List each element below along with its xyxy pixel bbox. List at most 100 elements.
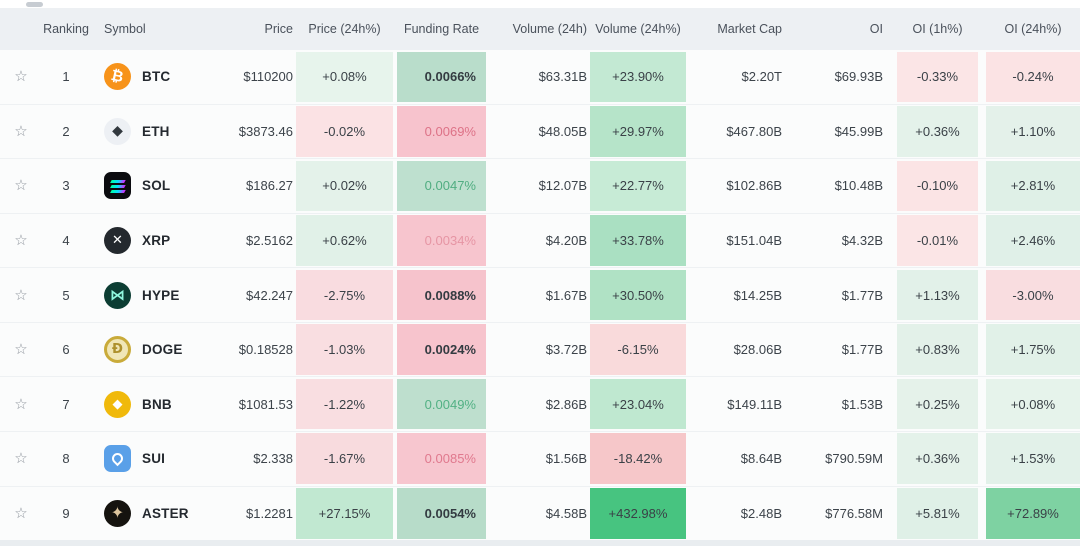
header-volume-24h-pct[interactable]: Volume (24h%) [595, 22, 681, 36]
table-row[interactable]: ☆ 2 ◆ ETH $3873.46 -0.02% 0.0069% $48.05… [0, 104, 1080, 160]
table-row[interactable]: ☆ 7 ◆ BNB $1081.53 -1.22% 0.0049% $2.86B… [0, 377, 1080, 432]
sol-icon [104, 172, 131, 200]
price-value: $0.18528 [238, 342, 293, 358]
market-cap-value: $28.06B [733, 342, 782, 358]
oi-1h-cell: -0.10% [897, 160, 978, 212]
sui-icon [104, 445, 131, 473]
oi-1h-cell: -0.01% [897, 215, 978, 266]
header-spacer [978, 8, 986, 50]
header-favorite [0, 8, 42, 50]
bottom-strip [0, 540, 1080, 546]
volume-24h-value: $1.56B [545, 451, 587, 467]
oi-value: $4.32B [841, 232, 883, 248]
oi-24h-cell: +1.10% [986, 106, 1080, 157]
price-value: $2.338 [253, 451, 293, 467]
table-row[interactable]: ☆ 8 SUI $2.338 -1.67% 0.0085% $1.56B -18… [0, 431, 1080, 487]
table-header: Ranking Symbol Price Price (24h%) Fundin… [0, 8, 1080, 50]
volume-24h-pct-cell: +33.78% [590, 215, 686, 266]
table-row[interactable]: ☆ 9 ✦ ASTER $1.2281 +27.15% 0.0054% $4.5… [0, 486, 1080, 541]
rank-value: 5 [62, 287, 70, 303]
volume-24h-pct-cell: +30.50% [590, 269, 686, 321]
favorite-star-icon[interactable]: ☆ [14, 394, 28, 413]
header-funding-rate[interactable]: Funding Rate [403, 22, 480, 36]
symbol-label: BNB [142, 396, 172, 412]
oi-value: $1.77B [841, 342, 883, 358]
oi-1h-cell: +1.13% [897, 269, 978, 321]
favorite-star-icon[interactable]: ☆ [14, 67, 28, 86]
eth-icon: ◆ [104, 117, 131, 145]
price-24h-cell: +27.15% [296, 488, 393, 539]
oi-24h-cell: +1.75% [986, 324, 1080, 375]
table-row[interactable]: ☆ 1 ₿ BTC $110200 +0.08% 0.0066% $63.31B… [0, 50, 1080, 105]
oi-24h-cell: +2.81% [986, 160, 1080, 212]
row-spacer [886, 432, 897, 486]
volume-24h-pct-cell: +29.97% [590, 106, 686, 157]
market-cap-value: $2.20T [741, 69, 782, 85]
row-spacer [978, 268, 986, 322]
header-ranking[interactable]: Ranking [43, 22, 89, 36]
table-row[interactable]: ☆ 3 SOL $186.27 +0.02% 0.0047% $12.07B +… [0, 159, 1080, 214]
row-spacer [978, 50, 986, 104]
table-row[interactable]: ☆ 5 ⋈ HYPE $42.247 -2.75% 0.0088% $1.67B… [0, 268, 1080, 323]
header-oi-1h[interactable]: OI (1h%) [912, 22, 963, 36]
oi-1h-cell: -0.33% [897, 51, 978, 103]
oi-value: $10.48B [834, 178, 883, 194]
table-row[interactable]: ☆ 6 Ð DOGE $0.18528 -1.03% 0.0024% $3.72… [0, 322, 1080, 378]
header-price-24h[interactable]: Price (24h%) [308, 22, 381, 36]
aster-icon: ✦ [104, 499, 131, 527]
rank-value: 4 [62, 232, 70, 248]
favorite-star-icon[interactable]: ☆ [14, 285, 28, 304]
oi-value: $69.93B [834, 69, 883, 85]
price-24h-cell: -2.75% [296, 269, 393, 321]
row-spacer [886, 323, 897, 377]
market-cap-value: $151.04B [726, 232, 782, 248]
rank-value: 3 [62, 178, 70, 194]
price-value: $42.247 [246, 287, 293, 303]
funding-rate-cell: 0.0034% [397, 215, 486, 266]
symbol-label: ETH [142, 123, 170, 139]
funding-rate-cell: 0.0054% [397, 488, 486, 539]
price-24h-cell: -1.67% [296, 433, 393, 484]
header-volume-24h[interactable]: Volume (24h) [512, 22, 587, 36]
header-oi-24h[interactable]: OI (24h%) [1004, 22, 1062, 36]
price-24h-cell: +0.02% [296, 160, 393, 212]
header-oi[interactable]: OI [869, 22, 883, 36]
header-symbol[interactable]: Symbol [104, 22, 146, 36]
scrollbar-thumb[interactable] [26, 2, 43, 7]
header-market-cap[interactable]: Market Cap [717, 22, 782, 36]
top-scroll-area [0, 0, 1080, 8]
price-value: $2.5162 [246, 232, 293, 248]
favorite-star-icon[interactable]: ☆ [14, 340, 28, 359]
oi-1h-cell: +0.36% [897, 433, 978, 484]
favorite-star-icon[interactable]: ☆ [14, 176, 28, 195]
table-row[interactable]: ☆ 4 ✕ XRP $2.5162 +0.62% 0.0034% $4.20B … [0, 213, 1080, 269]
row-spacer [978, 377, 986, 431]
row-spacer [886, 159, 897, 213]
favorite-star-icon[interactable]: ☆ [14, 449, 28, 468]
row-spacer [886, 105, 897, 159]
funding-rate-cell: 0.0049% [397, 378, 486, 430]
row-spacer [886, 487, 897, 541]
row-spacer [978, 105, 986, 159]
row-spacer [978, 159, 986, 213]
symbol-label: DOGE [142, 342, 183, 358]
favorite-star-icon[interactable]: ☆ [14, 503, 28, 522]
volume-24h-pct-cell: +432.98% [590, 488, 686, 539]
price-24h-cell: -1.22% [296, 378, 393, 430]
table-body: ☆ 1 ₿ BTC $110200 +0.08% 0.0066% $63.31B… [0, 50, 1080, 541]
xrp-icon: ✕ [104, 226, 131, 254]
market-cap-value: $467.80B [726, 123, 782, 139]
header-price[interactable]: Price [264, 22, 293, 36]
favorite-star-icon[interactable]: ☆ [14, 230, 28, 249]
funding-rate-cell: 0.0066% [397, 51, 486, 103]
funding-rate-cell: 0.0024% [397, 324, 486, 375]
row-spacer [978, 432, 986, 486]
price-value: $1.2281 [246, 505, 293, 521]
price-24h-cell: +0.08% [296, 51, 393, 103]
symbol-label: ASTER [142, 505, 189, 521]
symbol-label: BTC [142, 69, 171, 85]
favorite-star-icon[interactable]: ☆ [14, 121, 28, 140]
oi-1h-cell: +5.81% [897, 488, 978, 539]
volume-24h-pct-cell: +22.77% [590, 160, 686, 212]
